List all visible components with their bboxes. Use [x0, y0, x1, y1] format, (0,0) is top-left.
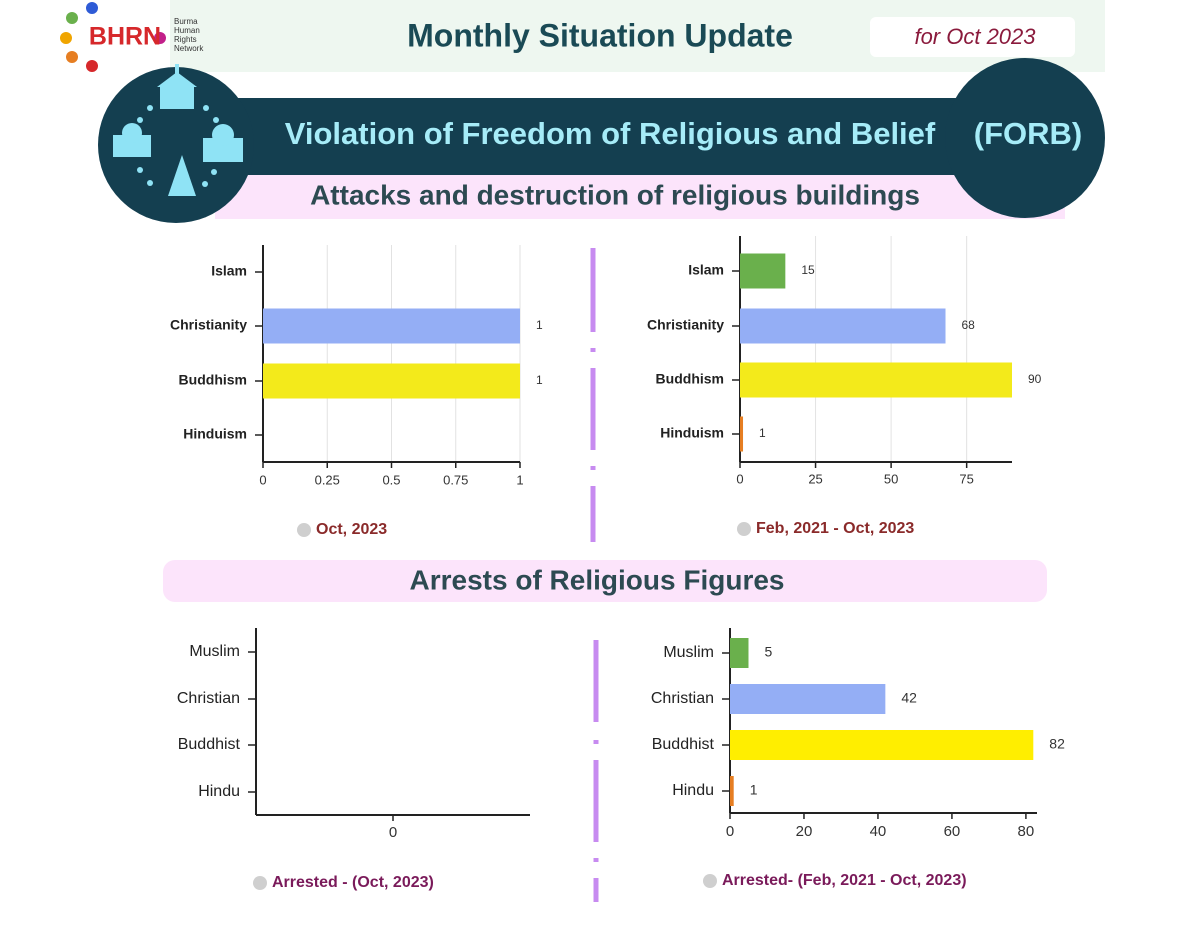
- caption: Arrested - (Oct, 2023): [272, 874, 434, 891]
- x-tick-label: 75: [959, 471, 973, 486]
- value-label: 90: [1028, 372, 1042, 386]
- y-tick-label: Buddhist: [178, 736, 241, 753]
- caption: Oct, 2023: [316, 521, 387, 538]
- banner-title: Violation of Freedom of Religious and Be…: [285, 116, 936, 151]
- value-label: 1: [759, 426, 766, 440]
- bar: [730, 776, 734, 806]
- y-tick-label: Christian: [651, 690, 714, 707]
- x-tick-label: 0.5: [382, 472, 400, 487]
- x-tick-label: 60: [944, 823, 961, 840]
- logo: BHRN Burma Human Rights Network: [60, 2, 204, 72]
- section-title: Arrests of Religious Figures: [410, 564, 785, 595]
- value-label: 5: [764, 644, 772, 660]
- period: for Oct 2023: [914, 24, 1036, 49]
- caption-dot: [703, 874, 717, 888]
- value-label: 1: [536, 373, 543, 387]
- value-label: 1: [750, 782, 758, 798]
- y-tick-label: Muslim: [189, 643, 240, 660]
- religion-icons: [113, 64, 243, 196]
- x-tick-label: 40: [870, 823, 887, 840]
- logo-text: BHRN: [89, 23, 161, 51]
- caption-dot: [737, 522, 751, 536]
- x-tick-label: 20: [796, 823, 813, 840]
- y-tick-label: Hinduism: [183, 426, 247, 442]
- section-title: Attacks and destruction of religious bui…: [310, 179, 920, 210]
- y-tick-label: Buddhism: [656, 371, 724, 387]
- page-title: Monthly Situation Update: [407, 17, 793, 53]
- y-tick-label: Christianity: [170, 317, 247, 333]
- x-tick-label: 0.25: [315, 472, 340, 487]
- caption-dot: [253, 876, 267, 890]
- value-label: 82: [1049, 736, 1065, 752]
- y-tick-label: Hinduism: [660, 425, 724, 441]
- value-label: 42: [901, 690, 917, 706]
- y-tick-label: Christian: [177, 690, 240, 707]
- bar: [730, 684, 886, 714]
- y-tick-label: Buddhism: [179, 372, 247, 388]
- period-box: [870, 17, 1075, 57]
- banner-circle: [945, 58, 1105, 218]
- y-tick-label: Islam: [211, 263, 247, 279]
- y-tick-label: Hindu: [198, 783, 240, 800]
- bar: [740, 416, 744, 452]
- y-tick-label: Islam: [688, 262, 724, 278]
- banner-circle: [98, 67, 254, 223]
- divider: [590, 248, 599, 902]
- caption: Arrested- (Feb, 2021 - Oct, 2023): [722, 872, 967, 889]
- caption: Feb, 2021 - Oct, 2023: [756, 520, 914, 537]
- x-tick-label: 0: [259, 472, 266, 487]
- bar: [730, 730, 1034, 760]
- banner-abbr: (FORB): [974, 116, 1082, 151]
- x-tick-label: 50: [884, 471, 898, 486]
- bar: [263, 308, 520, 344]
- x-tick-label: 25: [808, 471, 822, 486]
- org-name: Rights: [174, 35, 197, 44]
- value-label: 1: [536, 318, 543, 332]
- caption-dot: [297, 523, 311, 537]
- org-name: Human: [174, 26, 200, 35]
- bar: [740, 362, 1012, 398]
- banner: [150, 98, 1050, 175]
- org-name: Network: [174, 44, 204, 53]
- x-tick-label: 0: [726, 823, 734, 840]
- value-label: 15: [801, 263, 815, 277]
- x-tick-label: 1: [516, 472, 523, 487]
- bar: [740, 253, 786, 289]
- x-tick-label: 80: [1018, 823, 1035, 840]
- x-tick-label: 0.75: [443, 472, 468, 487]
- section-band: [163, 560, 1047, 602]
- x-tick-label: 0: [736, 471, 743, 486]
- section-band: [215, 175, 1065, 219]
- bar: [740, 308, 946, 344]
- org-name: Burma: [174, 17, 198, 26]
- y-tick-label: Muslim: [663, 644, 714, 661]
- y-tick-label: Christianity: [647, 317, 724, 333]
- bar: [263, 363, 520, 399]
- y-tick-label: Buddhist: [652, 736, 715, 753]
- y-tick-label: Hindu: [672, 782, 714, 799]
- value-label: 68: [962, 318, 976, 332]
- x-tick-label: 0: [389, 824, 397, 841]
- bar: [730, 638, 749, 668]
